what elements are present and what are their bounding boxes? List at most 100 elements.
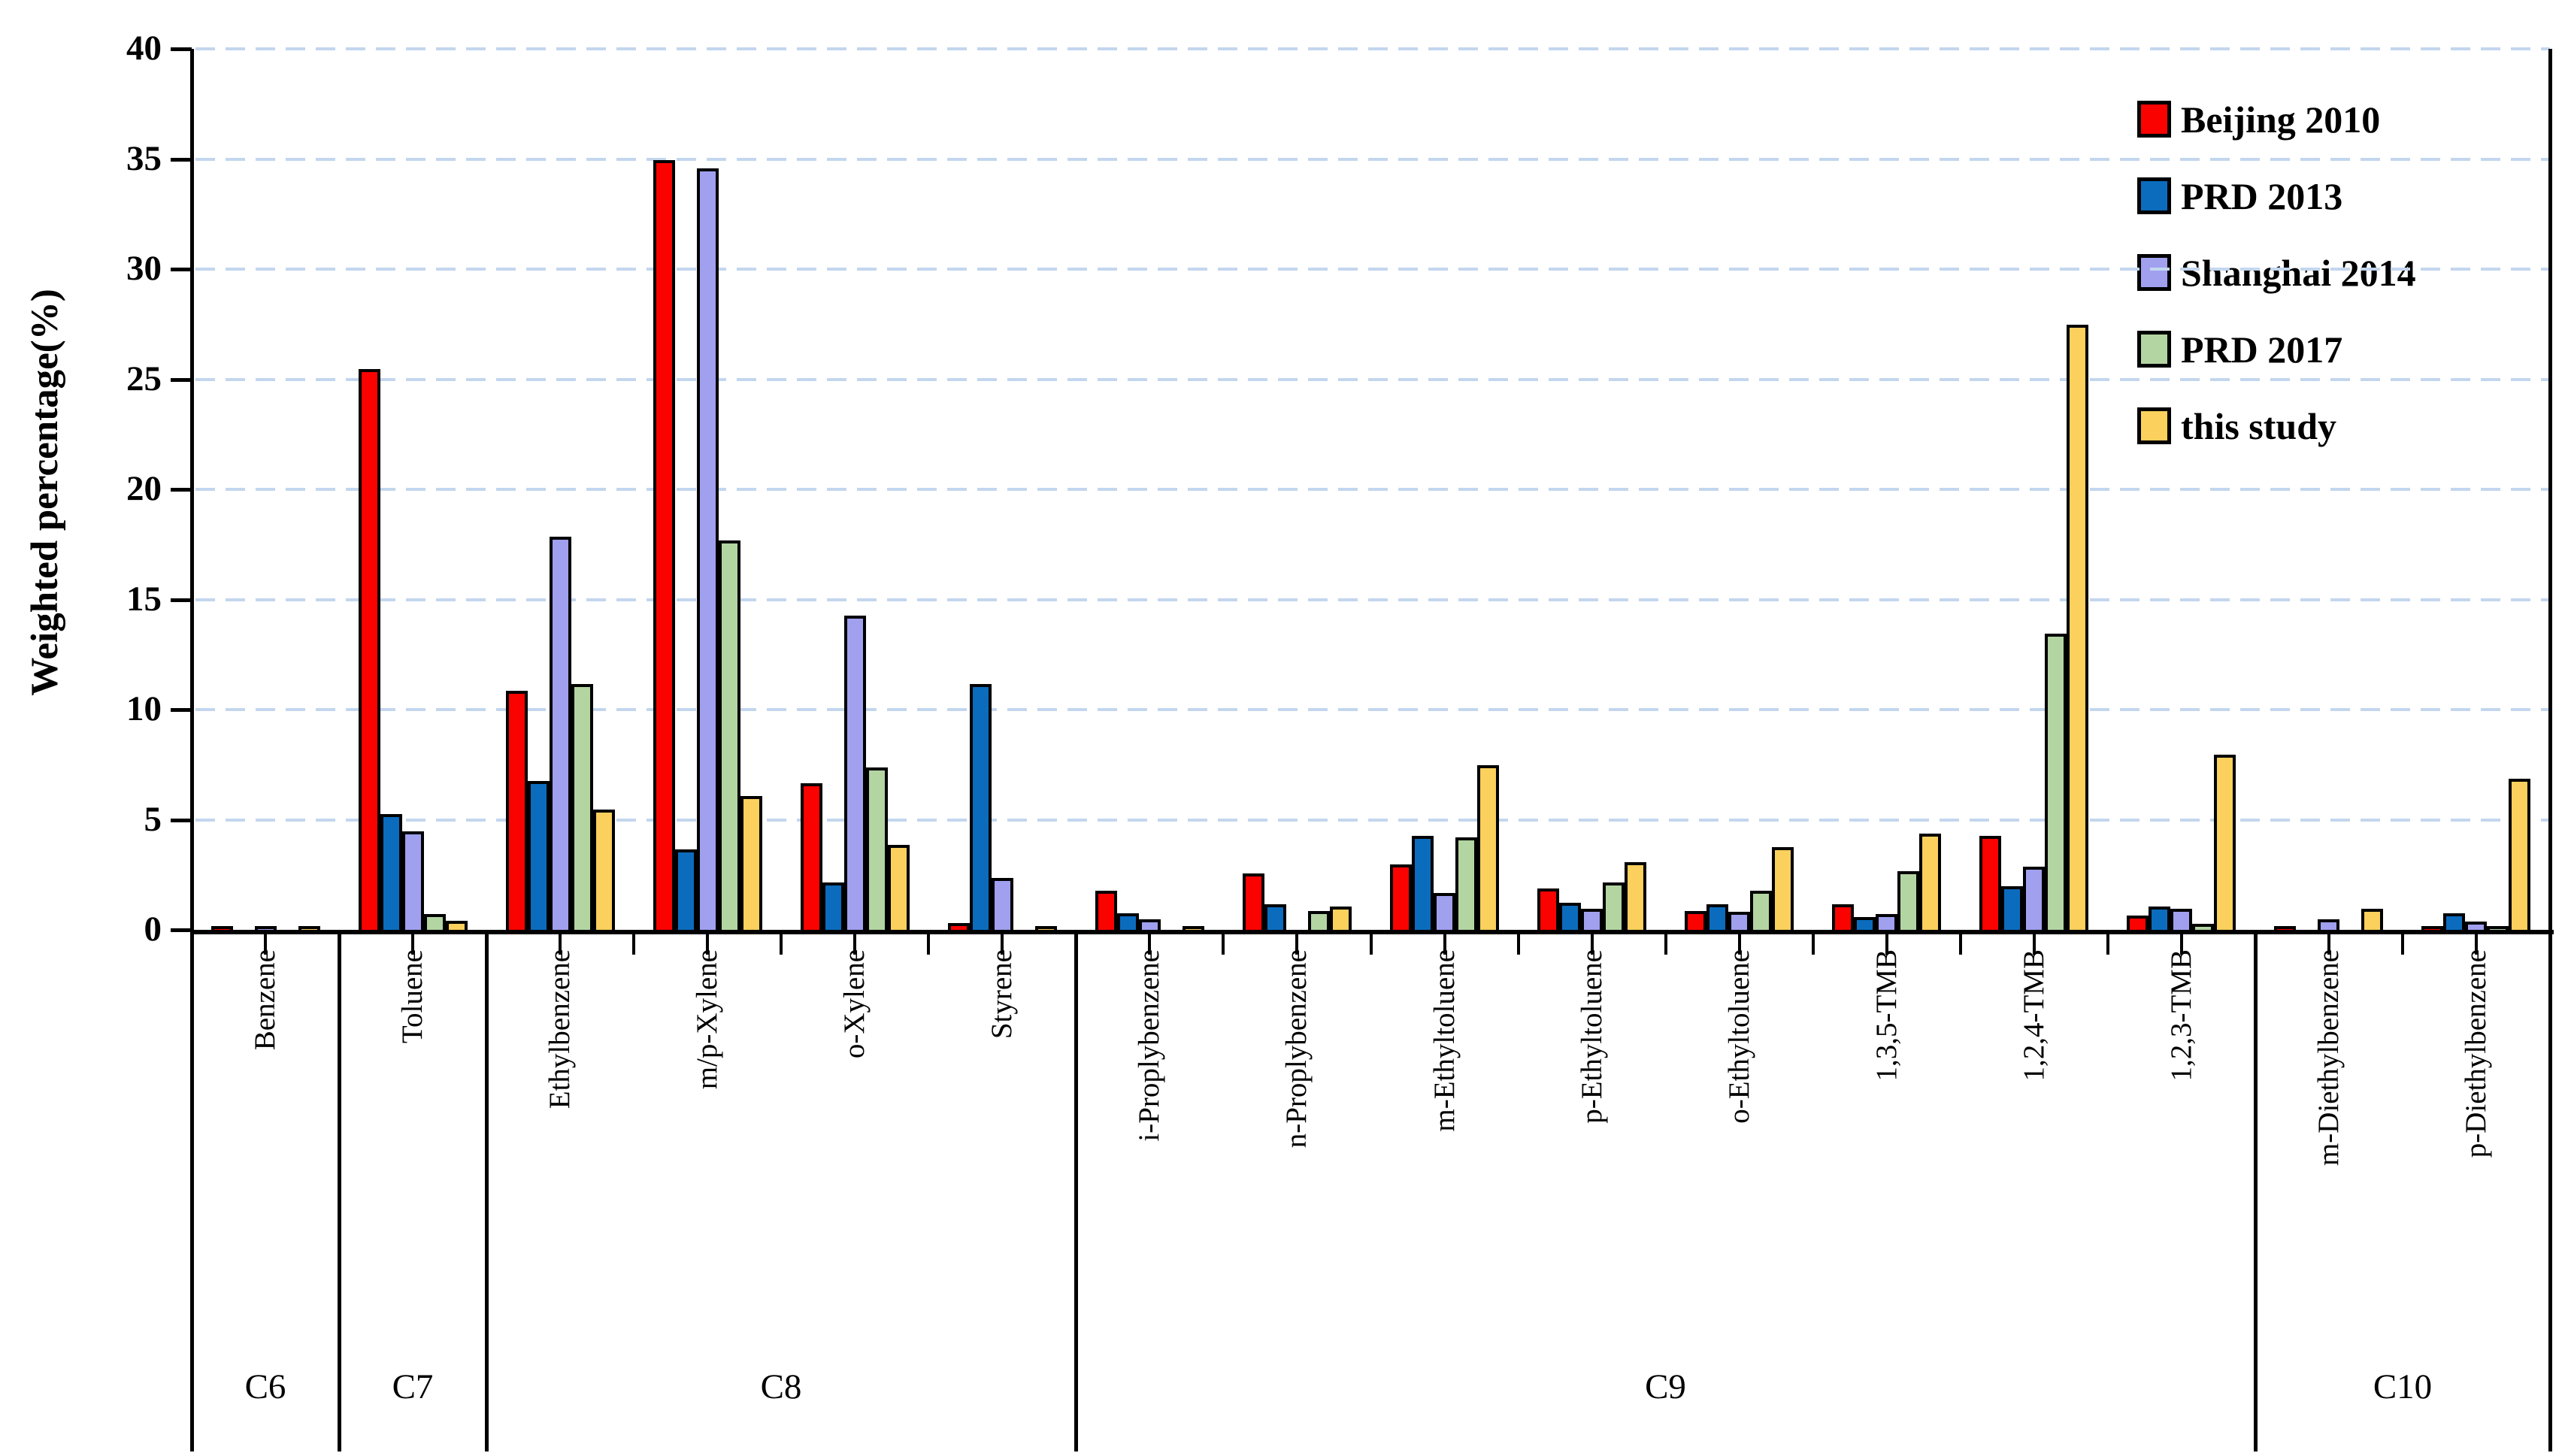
y-axis-title: Weighted percentage(%) — [24, 289, 66, 696]
x-axis-tick — [2475, 934, 2478, 955]
bar-this-study — [2067, 325, 2088, 933]
bar-this-study — [2509, 779, 2530, 933]
bar-prd-2013 — [1559, 903, 1581, 933]
x-axis-tick — [853, 934, 856, 955]
bar-prd-2017 — [1603, 882, 1625, 933]
bar-shanghai-2014 — [1434, 893, 1455, 933]
legend-swatch — [2137, 331, 2171, 368]
x-category-label: 1,2,4-TMB — [2018, 949, 2050, 1082]
bar-beijing-2010 — [653, 160, 675, 933]
x-category-label: i-Proplybenzene — [1133, 949, 1165, 1142]
x-axis-tick — [1370, 934, 1373, 955]
gridline — [195, 488, 2550, 491]
bar-prd-2013 — [822, 882, 844, 933]
x-axis-tick — [1738, 934, 1741, 955]
bar-beijing-2010 — [1832, 904, 1854, 933]
gridline — [195, 708, 2550, 711]
x-axis-tick — [1443, 934, 1446, 955]
bar-shanghai-2014 — [1581, 909, 1603, 933]
bar-this-study — [888, 845, 910, 933]
x-axis-tick — [1517, 934, 1520, 955]
bar-prd-2013 — [970, 684, 992, 933]
legend-item: Beijing 2010 — [2137, 98, 2416, 141]
x-category-label: o-Ethyltoluene — [1723, 949, 1755, 1124]
x-category-label: o-Xylene — [838, 949, 871, 1059]
bar-this-study — [1330, 907, 1352, 933]
x-category-label: Toluene — [396, 949, 428, 1044]
x-axis-tick — [2180, 934, 2183, 955]
bar-this-study — [2214, 755, 2236, 933]
y-axis-tick — [171, 158, 192, 162]
bar-shanghai-2014 — [844, 616, 866, 933]
x-axis-tick — [1885, 934, 1888, 955]
bar-prd-2013 — [2149, 907, 2170, 933]
y-axis-tick-label: 15 — [126, 580, 162, 619]
x-category-label: 1,2,3-TMB — [2165, 949, 2197, 1082]
legend-item: PRD 2013 — [2137, 174, 2416, 217]
x-axis-tick — [2401, 934, 2404, 955]
legend-label: this study — [2181, 404, 2337, 447]
bar-shanghai-2014 — [2170, 909, 2192, 933]
y-axis-tick-label: 10 — [126, 689, 162, 728]
bar-beijing-2010 — [1390, 864, 1412, 933]
bar-prd-2017 — [719, 540, 740, 933]
y-axis-tick — [171, 378, 192, 382]
bar-shanghai-2014 — [697, 168, 719, 933]
x-axis-tick — [2033, 934, 2036, 955]
x-axis-tick — [1812, 934, 1815, 955]
y-axis-tick-label: 40 — [126, 29, 162, 68]
y-axis-tick-label: 35 — [126, 139, 162, 178]
legend-item: PRD 2017 — [2137, 328, 2416, 371]
x-axis-tick — [411, 934, 414, 955]
bar-prd-2013 — [528, 781, 550, 933]
bar-prd-2013 — [1412, 836, 1434, 933]
x-axis-tick — [1664, 934, 1667, 955]
gridline — [195, 47, 2550, 50]
y-axis-tick-label: 20 — [126, 469, 162, 508]
gridline — [195, 819, 2550, 822]
bar-this-study — [740, 796, 762, 933]
bar-beijing-2010 — [359, 369, 380, 933]
bar-beijing-2010 — [1243, 873, 1264, 933]
legend-swatch — [2137, 177, 2171, 214]
x-category-label: m-Ethyltoluene — [1428, 949, 1461, 1132]
bar-shanghai-2014 — [2023, 867, 2045, 933]
group-separator — [485, 930, 489, 1451]
x-category-label: p-Ethyltoluene — [1576, 949, 1608, 1124]
x-axis-tick — [1001, 934, 1004, 955]
group-label: C10 — [2373, 1367, 2433, 1406]
bar-prd-2017 — [1897, 871, 1919, 933]
x-axis-tick — [1591, 934, 1594, 955]
x-axis-tick — [559, 934, 562, 955]
bar-prd-2013 — [675, 849, 697, 933]
bar-shanghai-2014 — [402, 831, 424, 933]
y-axis-tick-label: 25 — [126, 359, 162, 398]
x-axis-tick — [632, 934, 635, 955]
bar-beijing-2010 — [1979, 836, 2001, 933]
x-category-label: 1,3,5-TMB — [1870, 949, 1903, 1082]
bar-beijing-2010 — [801, 783, 822, 933]
x-category-label: m/p-Xylene — [691, 949, 723, 1090]
x-axis-tick — [2327, 934, 2330, 955]
group-label: C8 — [760, 1367, 802, 1406]
group-label: C9 — [1645, 1367, 1686, 1406]
x-axis-tick — [1295, 934, 1298, 955]
legend-item: Shanghai 2014 — [2137, 251, 2416, 294]
legend: Beijing 2010 PRD 2013 Shanghai 2014 PRD 201… — [2137, 98, 2416, 447]
bar-this-study — [1919, 834, 1941, 933]
legend-swatch — [2137, 101, 2171, 138]
group-separator — [1074, 930, 1078, 1451]
x-category-label: Benzene — [249, 949, 281, 1051]
group-label: C7 — [392, 1367, 434, 1406]
group-separator — [2254, 930, 2258, 1451]
bar-prd-2017 — [866, 767, 888, 933]
plot-right-border — [2548, 49, 2552, 1451]
legend-swatch — [2137, 254, 2171, 291]
x-axis-tick — [1148, 934, 1151, 955]
gridline — [195, 268, 2550, 271]
bar-prd-2017 — [1455, 837, 1477, 933]
y-axis-tick — [171, 708, 192, 712]
x-axis-tick — [1222, 934, 1225, 955]
bar-prd-2013 — [1706, 904, 1728, 933]
y-axis-tick — [171, 928, 192, 932]
